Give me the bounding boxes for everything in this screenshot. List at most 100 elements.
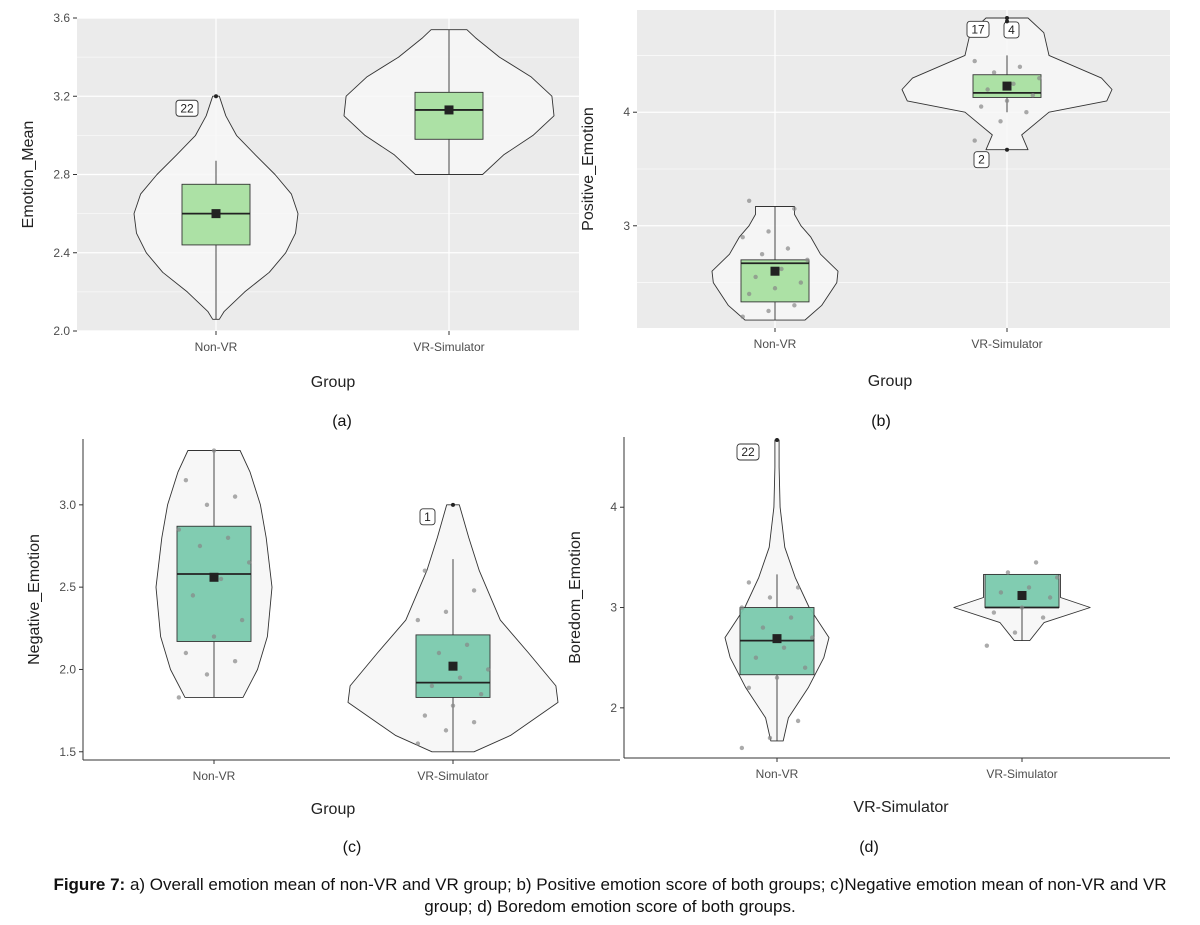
jitter-point bbox=[204, 672, 210, 677]
jitter-point bbox=[1033, 560, 1039, 565]
jitter-point bbox=[1011, 81, 1016, 87]
group-1: 4 17 2 bbox=[901, 15, 1113, 169]
outlier-point bbox=[214, 94, 218, 99]
jitter-point bbox=[767, 595, 773, 600]
jitter-point bbox=[746, 291, 752, 297]
jitter-point bbox=[429, 683, 435, 689]
mean-marker bbox=[209, 572, 219, 582]
jitter-point bbox=[176, 527, 182, 532]
jitter-point bbox=[766, 229, 771, 234]
jitter-point bbox=[779, 266, 784, 272]
panel-label: (b) bbox=[871, 413, 891, 430]
jitter-point bbox=[1026, 585, 1032, 590]
y-tick-label: 2.4 bbox=[53, 246, 70, 260]
jitter-point bbox=[972, 138, 977, 143]
jitter-point bbox=[746, 580, 752, 585]
panel-label: (c) bbox=[343, 839, 362, 856]
x-tick-label: VR-Simulator bbox=[417, 769, 488, 783]
mean-marker bbox=[1017, 590, 1027, 600]
outlier-point bbox=[1005, 15, 1009, 20]
chart-panel-b: 3 4 4 17 2 Non-VR VR-Simulator Group Positive_Em… bbox=[580, 10, 1170, 430]
group-0 bbox=[711, 198, 839, 321]
jitter-point bbox=[774, 675, 780, 680]
jitter-point bbox=[190, 593, 196, 598]
panel-label: (d) bbox=[859, 839, 879, 856]
jitter-point bbox=[415, 741, 421, 746]
x-tick-label: Non-VR bbox=[754, 337, 797, 351]
jitter-point bbox=[788, 615, 794, 620]
jitter-point bbox=[1037, 75, 1042, 81]
y-tick-label: 4 bbox=[610, 500, 617, 514]
group-0: 22 bbox=[724, 438, 830, 751]
jitter-point bbox=[239, 617, 245, 623]
x-axis-title: VR-Simulator bbox=[853, 799, 949, 816]
jitter-point bbox=[740, 314, 745, 319]
jitter-point bbox=[802, 665, 808, 670]
outlier-label-box bbox=[736, 443, 760, 461]
jitter-point bbox=[767, 735, 773, 741]
jitter-point bbox=[753, 655, 759, 660]
y-tick-label: 3 bbox=[610, 601, 617, 615]
jitter-point bbox=[246, 560, 252, 565]
y-tick-label: 3.2 bbox=[53, 89, 70, 103]
jitter-point bbox=[1030, 92, 1036, 98]
jitter-point bbox=[1004, 98, 1010, 104]
group-1 bbox=[953, 560, 1091, 648]
y-tick-label: 3.0 bbox=[59, 498, 76, 512]
jitter-point bbox=[739, 745, 745, 751]
panel-label: (a) bbox=[332, 413, 352, 430]
iqr-box bbox=[176, 525, 252, 642]
x-axis-title: Group bbox=[311, 801, 356, 818]
jitter-point bbox=[232, 659, 238, 664]
jitter-point bbox=[985, 87, 990, 92]
jitter-point bbox=[753, 274, 758, 280]
jitter-point bbox=[1012, 630, 1018, 635]
y-axis-title: Positive_Emotion bbox=[580, 107, 597, 231]
jitter-point bbox=[211, 448, 217, 453]
outlier-point bbox=[451, 502, 455, 507]
jitter-point bbox=[1017, 64, 1023, 69]
x-tick-label: VR-Simulator bbox=[986, 767, 1057, 781]
jitter-point bbox=[795, 585, 801, 590]
group-1: 1 bbox=[347, 502, 559, 753]
jitter-point bbox=[436, 650, 442, 656]
jitter-point bbox=[183, 650, 189, 656]
group-1 bbox=[343, 29, 555, 175]
jitter-point bbox=[450, 703, 456, 708]
jitter-point bbox=[781, 645, 787, 650]
y-tick-label: 2.0 bbox=[53, 324, 70, 338]
jitter-point bbox=[972, 58, 977, 64]
jitter-point bbox=[443, 728, 449, 733]
jitter-point bbox=[422, 713, 428, 718]
jitter-point bbox=[795, 718, 801, 724]
jitter-point bbox=[792, 206, 797, 211]
mean-marker bbox=[770, 266, 780, 276]
jitter-point bbox=[759, 251, 765, 257]
jitter-point bbox=[197, 543, 203, 549]
jitter-point bbox=[211, 634, 217, 639]
jitter-point bbox=[1005, 570, 1011, 575]
jitter-point bbox=[478, 691, 484, 697]
y-tick-label: 2.0 bbox=[59, 662, 76, 676]
jitter-point bbox=[225, 535, 231, 540]
group-0: 22 bbox=[133, 94, 299, 320]
outlier-point bbox=[775, 438, 779, 443]
jitter-point bbox=[218, 576, 224, 582]
jitter-point bbox=[785, 246, 791, 251]
jitter-point bbox=[464, 642, 470, 647]
outlier-label: 22 bbox=[741, 445, 755, 459]
caption-label: Figure 7: bbox=[53, 875, 126, 894]
jitter-point bbox=[1047, 595, 1053, 600]
y-tick-label: 4 bbox=[623, 105, 630, 119]
iqr-box bbox=[740, 259, 810, 303]
mean-marker bbox=[444, 105, 454, 115]
jitter-point bbox=[766, 308, 771, 314]
outlier-label: 2 bbox=[978, 153, 985, 167]
jitter-point bbox=[204, 502, 210, 508]
jitter-point bbox=[415, 617, 421, 623]
outlier-point bbox=[1005, 147, 1009, 152]
y-axis-title: Negative_Emotion bbox=[26, 534, 43, 665]
iqr-box bbox=[984, 573, 1060, 608]
outlier-label: 4 bbox=[1008, 23, 1015, 37]
